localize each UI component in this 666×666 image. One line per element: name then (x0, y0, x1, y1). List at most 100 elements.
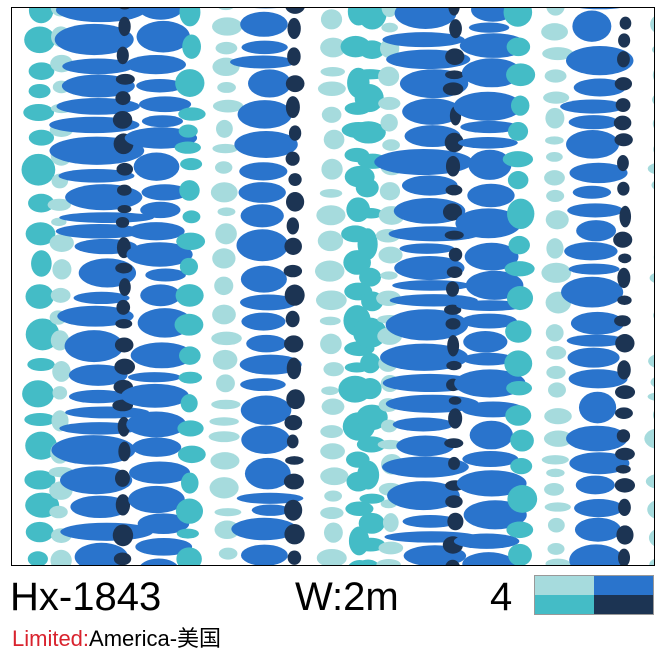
pattern-blob (240, 11, 288, 37)
pattern-blob (505, 405, 532, 426)
pattern-blob (284, 415, 303, 431)
pattern-blob (378, 66, 400, 87)
pattern-blob (654, 197, 655, 216)
pattern-blob (115, 469, 130, 487)
pattern-blob (544, 502, 571, 512)
pattern-blob (356, 404, 388, 431)
pattern-blob (613, 115, 632, 131)
limited-region: Limited:America-美国 (12, 626, 221, 652)
pattern-blob (320, 66, 345, 77)
pattern-blob (116, 162, 134, 176)
pattern-blob (380, 271, 398, 280)
pattern-blob (455, 208, 522, 239)
pattern-blob (320, 425, 343, 439)
pattern-blob (652, 95, 654, 105)
pattern-stripe-blue (453, 8, 528, 565)
pattern-blob (239, 354, 302, 375)
pattern-blob (356, 436, 386, 453)
pattern-blob (140, 284, 181, 307)
pattern-blob (648, 529, 654, 547)
pattern-blob (50, 330, 70, 351)
pattern-blob (649, 273, 654, 283)
limited-label: Limited: (12, 626, 90, 651)
pattern-blob (179, 180, 200, 201)
pattern-blob (545, 136, 564, 145)
pattern-blob (469, 420, 513, 450)
pattern-blob (619, 205, 632, 228)
pattern-blob (506, 63, 536, 87)
pattern-blob (323, 522, 343, 543)
pattern-blob (126, 411, 187, 438)
pattern-blob (214, 508, 242, 517)
pattern-blob (382, 513, 399, 533)
pattern-blob (381, 22, 398, 33)
pattern-blob (126, 242, 193, 267)
pattern-blob (468, 149, 512, 180)
pattern-blob (234, 130, 298, 158)
pattern-blob (345, 501, 374, 517)
pattern-blob (240, 544, 288, 565)
pattern-blob (118, 278, 131, 297)
pattern-blob (216, 374, 235, 393)
pattern-blob (174, 313, 204, 336)
pattern-blob (467, 183, 515, 208)
pattern-blob (115, 216, 130, 228)
pattern-blob (543, 430, 573, 447)
pattern-blob (140, 201, 181, 219)
pattern-blob (444, 438, 464, 449)
pattern-blob (546, 345, 567, 360)
pattern-blob (654, 454, 655, 470)
pattern-blob (644, 428, 654, 449)
pattern-blob (179, 8, 201, 27)
pattern-blob (54, 23, 134, 56)
pattern-blob (545, 107, 565, 129)
pattern-blob (240, 265, 287, 293)
pattern-blob (508, 543, 532, 565)
pattern-blob (506, 380, 533, 396)
pattern-stripe-blue (560, 8, 634, 565)
pattern-blob (119, 8, 130, 10)
pattern-blob (217, 81, 236, 93)
pattern-blob (616, 429, 631, 443)
pattern-blob (180, 472, 199, 494)
pattern-blob (376, 559, 401, 565)
pattern-blob (456, 300, 524, 312)
pattern-blob (28, 8, 54, 24)
product-code: Hx-1843 (10, 575, 162, 619)
pattern-blob (445, 155, 461, 177)
pattern-blob (448, 8, 460, 16)
pattern-blob (320, 443, 345, 460)
pattern-blob (286, 217, 300, 235)
pattern-blob (132, 437, 182, 457)
pattern-blob (618, 548, 631, 565)
pattern-blob (447, 512, 464, 531)
pattern-blob (446, 266, 463, 278)
pattern-blob (136, 20, 190, 53)
pattern-blob (215, 161, 233, 174)
pattern-blob (356, 559, 380, 565)
pattern-blob (566, 334, 626, 347)
pattern-blob (399, 243, 455, 254)
pattern-blob (387, 481, 460, 511)
pattern-blob (236, 229, 289, 262)
limited-value: America-美国 (89, 626, 222, 651)
pattern-blob (544, 170, 565, 186)
pattern-blob (614, 478, 636, 493)
pattern-blob (25, 284, 54, 309)
pattern-blob (68, 364, 128, 386)
pattern-blob (24, 412, 56, 427)
pattern-blob (572, 185, 612, 199)
pattern-blob (212, 99, 244, 113)
pattern-blob (462, 352, 515, 366)
pattern-blob (125, 55, 186, 75)
pattern-blob (116, 184, 132, 196)
pattern-blob (320, 467, 349, 486)
color-count: 4 (490, 575, 513, 619)
pattern-blob (573, 78, 627, 97)
pattern-blob (51, 435, 136, 465)
pattern-blob (320, 333, 342, 355)
pattern-blob (25, 318, 60, 351)
pattern-blob (402, 515, 459, 528)
pattern-blob (651, 181, 654, 190)
pattern-blob (112, 110, 133, 129)
